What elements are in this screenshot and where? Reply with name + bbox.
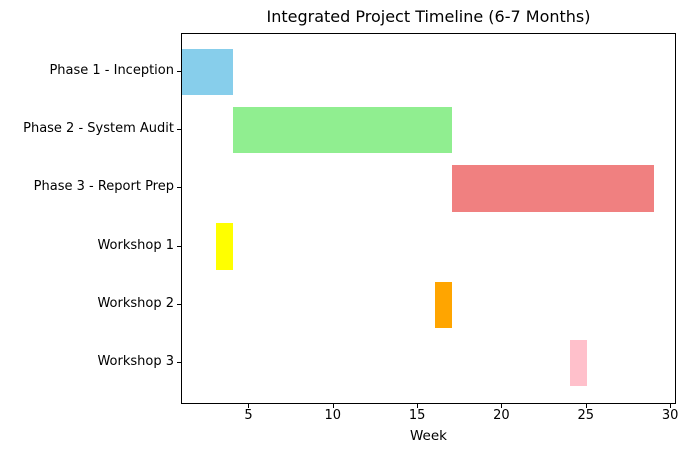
y-tick-label-phase-3-report-prep: Phase 3 - Report Prep <box>33 179 174 195</box>
x-tick-label-5: 5 <box>244 408 253 423</box>
gantt-bar-phase-1-inception <box>182 48 233 96</box>
x-tick-mark <box>501 404 503 408</box>
x-tick-mark <box>248 404 250 408</box>
y-tick-label-workshop-3: Workshop 3 <box>97 354 174 369</box>
x-tick-label-30: 30 <box>661 408 679 423</box>
x-tick-mark <box>670 404 672 408</box>
y-tick-mark <box>177 187 181 189</box>
y-tick-mark <box>177 71 181 72</box>
y-tick-label-phase-2-system-audit: Phase 2 - System Audit <box>23 121 174 137</box>
gantt-bar-phase-3-report-prep <box>451 165 655 212</box>
x-tick-label-25: 25 <box>577 408 595 423</box>
y-tick-label-phase-1-inception: Phase 1 - Inception <box>49 63 174 78</box>
y-tick-mark <box>177 245 181 247</box>
chart-title: Integrated Project Timeline (6-7 Months) <box>266 7 591 26</box>
y-tick-mark <box>177 303 181 305</box>
y-tick-label-workshop-2: Workshop 2 <box>97 295 174 311</box>
x-tick-label-15: 15 <box>408 408 426 423</box>
gantt-bar-workshop-3 <box>569 339 587 387</box>
x-axis-label: Week <box>410 428 447 444</box>
y-tick-mark <box>177 362 181 363</box>
gantt-bar-workshop-1 <box>215 223 233 270</box>
x-tick-mark <box>417 404 419 408</box>
gantt-bar-workshop-2 <box>434 281 452 329</box>
gantt-bar-phase-2-system-audit <box>232 106 452 154</box>
y-tick-label-workshop-1: Workshop 1 <box>97 237 174 253</box>
x-tick-mark <box>332 404 334 408</box>
x-tick-mark <box>585 404 587 408</box>
x-tick-label-20: 20 <box>493 408 510 423</box>
y-tick-mark <box>177 129 181 131</box>
plot-area <box>181 33 676 404</box>
x-tick-label-10: 10 <box>324 408 342 423</box>
